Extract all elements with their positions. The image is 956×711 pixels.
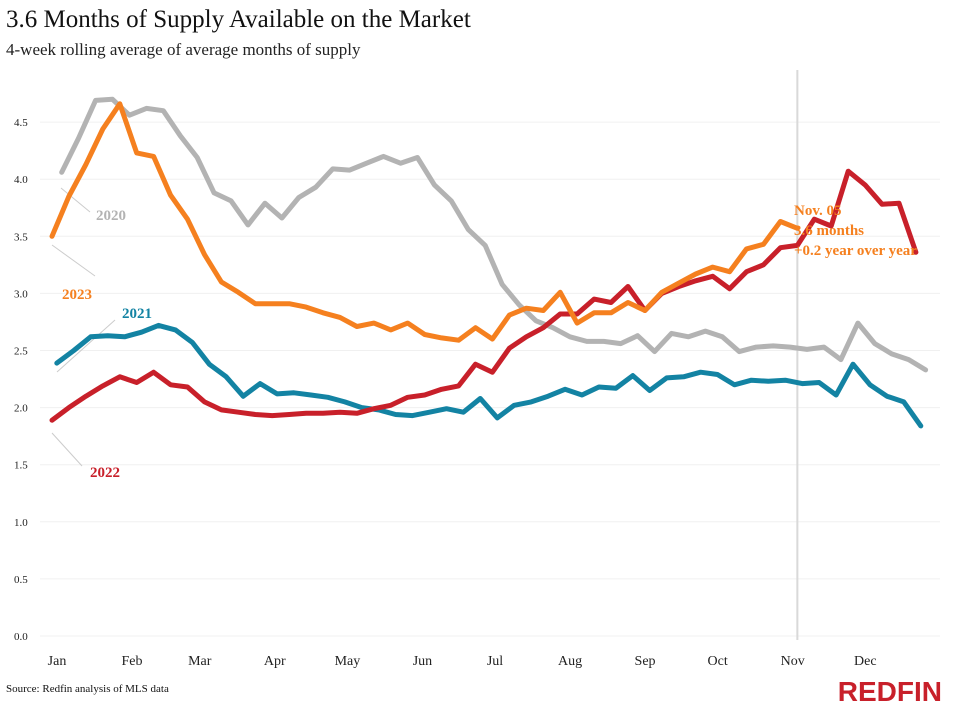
x-tick-label: Jul <box>487 654 503 669</box>
y-tick-label: 2.0 <box>14 403 28 415</box>
series-label-2023: 2023 <box>62 287 92 303</box>
annotation-yoy: +0.2 year over year <box>794 243 917 259</box>
label-leader-line <box>60 187 91 213</box>
label-leader-line <box>51 432 83 467</box>
x-tick-label: Sep <box>635 654 656 669</box>
y-tick-label: 0.5 <box>14 574 28 586</box>
x-tick-label: Oct <box>708 654 728 669</box>
y-tick-label: 1.0 <box>14 517 28 529</box>
label-leader-line <box>51 244 96 277</box>
series-line-2022 <box>49 168 919 423</box>
annotation-date: Nov. 05 <box>794 203 842 219</box>
x-tick-label: Jan <box>48 654 67 669</box>
x-tick-label: Mar <box>188 654 212 669</box>
y-tick-label: 2.5 <box>14 346 28 358</box>
series-line-2021 <box>54 322 924 429</box>
x-tick-label: Aug <box>558 654 582 669</box>
series-label-2022: 2022 <box>90 465 120 481</box>
y-tick-label: 4.0 <box>14 174 28 186</box>
redfin-logo: REDFIN <box>837 676 942 707</box>
y-tick-label: 1.5 <box>14 460 28 472</box>
annotation-value: 3.6 months <box>794 223 864 239</box>
y-tick-label: 3.0 <box>14 288 28 300</box>
chart-subtitle: 4-week rolling average of average months… <box>6 40 361 59</box>
x-tick-label: May <box>335 654 361 669</box>
series-line-2023 <box>49 101 800 343</box>
x-tick-label: Dec <box>854 654 877 669</box>
x-tick-label: Apr <box>264 654 286 669</box>
y-tick-label: 0.0 <box>14 631 28 643</box>
x-tick-label: Feb <box>122 654 143 669</box>
series-label-2020: 2020 <box>96 208 126 224</box>
series-line-2020 <box>59 96 929 373</box>
label-leader-line <box>56 319 116 373</box>
source-note: Source: Redfin analysis of MLS data <box>6 683 169 695</box>
x-tick-label: Jun <box>413 654 432 669</box>
y-tick-label: 3.5 <box>14 231 28 243</box>
y-tick-label: 4.5 <box>14 117 28 129</box>
series-label-2021: 2021 <box>122 306 152 322</box>
chart-title: 3.6 Months of Supply Available on the Ma… <box>6 6 471 33</box>
x-tick-label: Nov <box>781 654 805 669</box>
